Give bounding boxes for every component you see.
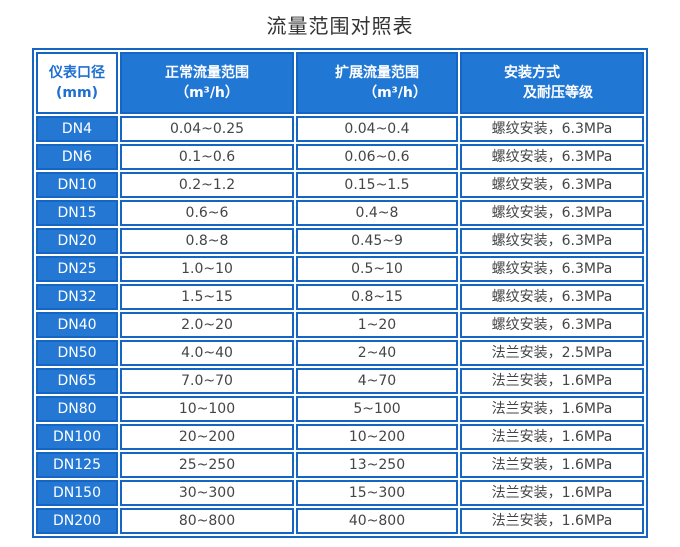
normal-flow-cell: 25~250 bbox=[120, 452, 294, 478]
table-row: DN150 30~300 15~300 法兰安装，1.6MPa bbox=[36, 480, 644, 506]
installation-cell: 法兰安装，1.6MPa bbox=[460, 368, 644, 394]
extended-flow-cell: 10~200 bbox=[296, 424, 458, 450]
header-installation: 安装方式 及耐压等级 bbox=[460, 52, 644, 114]
table-body: DN4 0.04~0.25 0.04~0.4 螺纹安装，6.3MPa DN6 0.1~0.… bbox=[36, 116, 644, 534]
extended-flow-cell: 0.45~9 bbox=[296, 228, 458, 254]
table-row: DN125 25~250 13~250 法兰安装，1.6MPa bbox=[36, 452, 644, 478]
installation-cell: 螺纹安装，6.3MPa bbox=[460, 256, 644, 282]
normal-flow-cell: 80~800 bbox=[120, 508, 294, 534]
installation-cell: 法兰安装，2.5MPa bbox=[460, 340, 644, 366]
header-installation-line2: 及耐压等级 bbox=[523, 85, 593, 101]
installation-cell: 法兰安装，1.6MPa bbox=[460, 508, 644, 534]
extended-flow-cell: 13~250 bbox=[296, 452, 458, 478]
normal-flow-cell: 4.0~40 bbox=[120, 340, 294, 366]
table-header: 仪表口径 (mm) 正常流量范围 （m³/h） 扩展流量范围 （m³/h） 安装… bbox=[36, 52, 644, 114]
header-normal-flow: 正常流量范围 （m³/h） bbox=[120, 52, 294, 114]
extended-flow-cell: 0.06~0.6 bbox=[296, 144, 458, 170]
extended-flow-cell: 0.8~15 bbox=[296, 284, 458, 310]
header-meter-diameter-line1: 仪表口径 bbox=[49, 65, 105, 81]
normal-flow-cell: 0.1~0.6 bbox=[120, 144, 294, 170]
normal-flow-cell: 7.0~70 bbox=[120, 368, 294, 394]
header-row: 仪表口径 (mm) 正常流量范围 （m³/h） 扩展流量范围 （m³/h） 安装… bbox=[36, 52, 644, 114]
extended-flow-cell: 0.4~8 bbox=[296, 200, 458, 226]
extended-flow-cell: 40~800 bbox=[296, 508, 458, 534]
dn-cell: DN32 bbox=[36, 284, 118, 310]
extended-flow-cell: 2~40 bbox=[296, 340, 458, 366]
table-row: DN40 2.0~20 1~20 螺纹安装，6.3MPa bbox=[36, 312, 644, 338]
table-row: DN200 80~800 40~800 法兰安装，1.6MPa bbox=[36, 508, 644, 534]
table-row: DN4 0.04~0.25 0.04~0.4 螺纹安装，6.3MPa bbox=[36, 116, 644, 142]
dn-cell: DN65 bbox=[36, 368, 118, 394]
dn-cell: DN200 bbox=[36, 508, 118, 534]
dn-cell: DN50 bbox=[36, 340, 118, 366]
header-meter-diameter: 仪表口径 (mm) bbox=[36, 52, 118, 114]
header-extended-flow-line1: 扩展流量范围 bbox=[335, 65, 419, 81]
normal-flow-cell: 0.8~8 bbox=[120, 228, 294, 254]
dn-cell: DN25 bbox=[36, 256, 118, 282]
extended-flow-cell: 0.04~0.4 bbox=[296, 116, 458, 142]
normal-flow-cell: 10~100 bbox=[120, 396, 294, 422]
extended-flow-cell: 0.15~1.5 bbox=[296, 172, 458, 198]
dn-cell: DN20 bbox=[36, 228, 118, 254]
dn-cell: DN10 bbox=[36, 172, 118, 198]
extended-flow-cell: 1~20 bbox=[296, 312, 458, 338]
normal-flow-cell: 0.2~1.2 bbox=[120, 172, 294, 198]
table-row: DN100 20~200 10~200 法兰安装，1.6MPa bbox=[36, 424, 644, 450]
header-extended-flow-line2: （m³/h） bbox=[363, 85, 427, 101]
dn-cell: DN80 bbox=[36, 396, 118, 422]
header-installation-line1: 安装方式 bbox=[504, 65, 560, 81]
dn-cell: DN15 bbox=[36, 200, 118, 226]
page-title: 流量范围对照表 bbox=[266, 14, 414, 38]
installation-cell: 法兰安装，1.6MPa bbox=[460, 424, 644, 450]
extended-flow-cell: 15~300 bbox=[296, 480, 458, 506]
installation-cell: 螺纹安装，6.3MPa bbox=[460, 172, 644, 198]
installation-cell: 螺纹安装，6.3MPa bbox=[460, 312, 644, 338]
flow-range-table: 仪表口径 (mm) 正常流量范围 （m³/h） 扩展流量范围 （m³/h） 安装… bbox=[32, 48, 648, 538]
header-normal-flow-line2: （m³/h） bbox=[175, 85, 239, 101]
table-row: DN80 10~100 5~100 法兰安装，1.6MPa bbox=[36, 396, 644, 422]
normal-flow-cell: 1.5~15 bbox=[120, 284, 294, 310]
normal-flow-cell: 30~300 bbox=[120, 480, 294, 506]
header-normal-flow-line1: 正常流量范围 bbox=[165, 65, 249, 81]
table-row: DN20 0.8~8 0.45~9 螺纹安装，6.3MPa bbox=[36, 228, 644, 254]
installation-cell: 螺纹安装，6.3MPa bbox=[460, 284, 644, 310]
installation-cell: 法兰安装，1.6MPa bbox=[460, 480, 644, 506]
normal-flow-cell: 2.0~20 bbox=[120, 312, 294, 338]
dn-cell: DN150 bbox=[36, 480, 118, 506]
normal-flow-cell: 0.6~6 bbox=[120, 200, 294, 226]
table-row: DN15 0.6~6 0.4~8 螺纹安装，6.3MPa bbox=[36, 200, 644, 226]
extended-flow-cell: 5~100 bbox=[296, 396, 458, 422]
normal-flow-cell: 1.0~10 bbox=[120, 256, 294, 282]
installation-cell: 螺纹安装，6.3MPa bbox=[460, 228, 644, 254]
table-row: DN6 0.1~0.6 0.06~0.6 螺纹安装，6.3MPa bbox=[36, 144, 644, 170]
dn-cell: DN40 bbox=[36, 312, 118, 338]
table-row: DN25 1.0~10 0.5~10 螺纹安装，6.3MPa bbox=[36, 256, 644, 282]
table-row: DN65 7.0~70 4~70 法兰安装，1.6MPa bbox=[36, 368, 644, 394]
extended-flow-cell: 4~70 bbox=[296, 368, 458, 394]
dn-cell: DN100 bbox=[36, 424, 118, 450]
table-row: DN32 1.5~15 0.8~15 螺纹安装，6.3MPa bbox=[36, 284, 644, 310]
installation-cell: 螺纹安装，6.3MPa bbox=[460, 116, 644, 142]
dn-cell: DN4 bbox=[36, 116, 118, 142]
extended-flow-cell: 0.5~10 bbox=[296, 256, 458, 282]
installation-cell: 法兰安装，1.6MPa bbox=[460, 396, 644, 422]
table-row: DN50 4.0~40 2~40 法兰安装，2.5MPa bbox=[36, 340, 644, 366]
dn-cell: DN125 bbox=[36, 452, 118, 478]
header-meter-diameter-line2: (mm) bbox=[56, 85, 98, 101]
normal-flow-cell: 20~200 bbox=[120, 424, 294, 450]
dn-cell: DN6 bbox=[36, 144, 118, 170]
installation-cell: 螺纹安装，6.3MPa bbox=[460, 200, 644, 226]
installation-cell: 螺纹安装，6.3MPa bbox=[460, 144, 644, 170]
installation-cell: 法兰安装，1.6MPa bbox=[460, 452, 644, 478]
header-extended-flow: 扩展流量范围 （m³/h） bbox=[296, 52, 458, 114]
normal-flow-cell: 0.04~0.25 bbox=[120, 116, 294, 142]
table-row: DN10 0.2~1.2 0.15~1.5 螺纹安装，6.3MPa bbox=[36, 172, 644, 198]
